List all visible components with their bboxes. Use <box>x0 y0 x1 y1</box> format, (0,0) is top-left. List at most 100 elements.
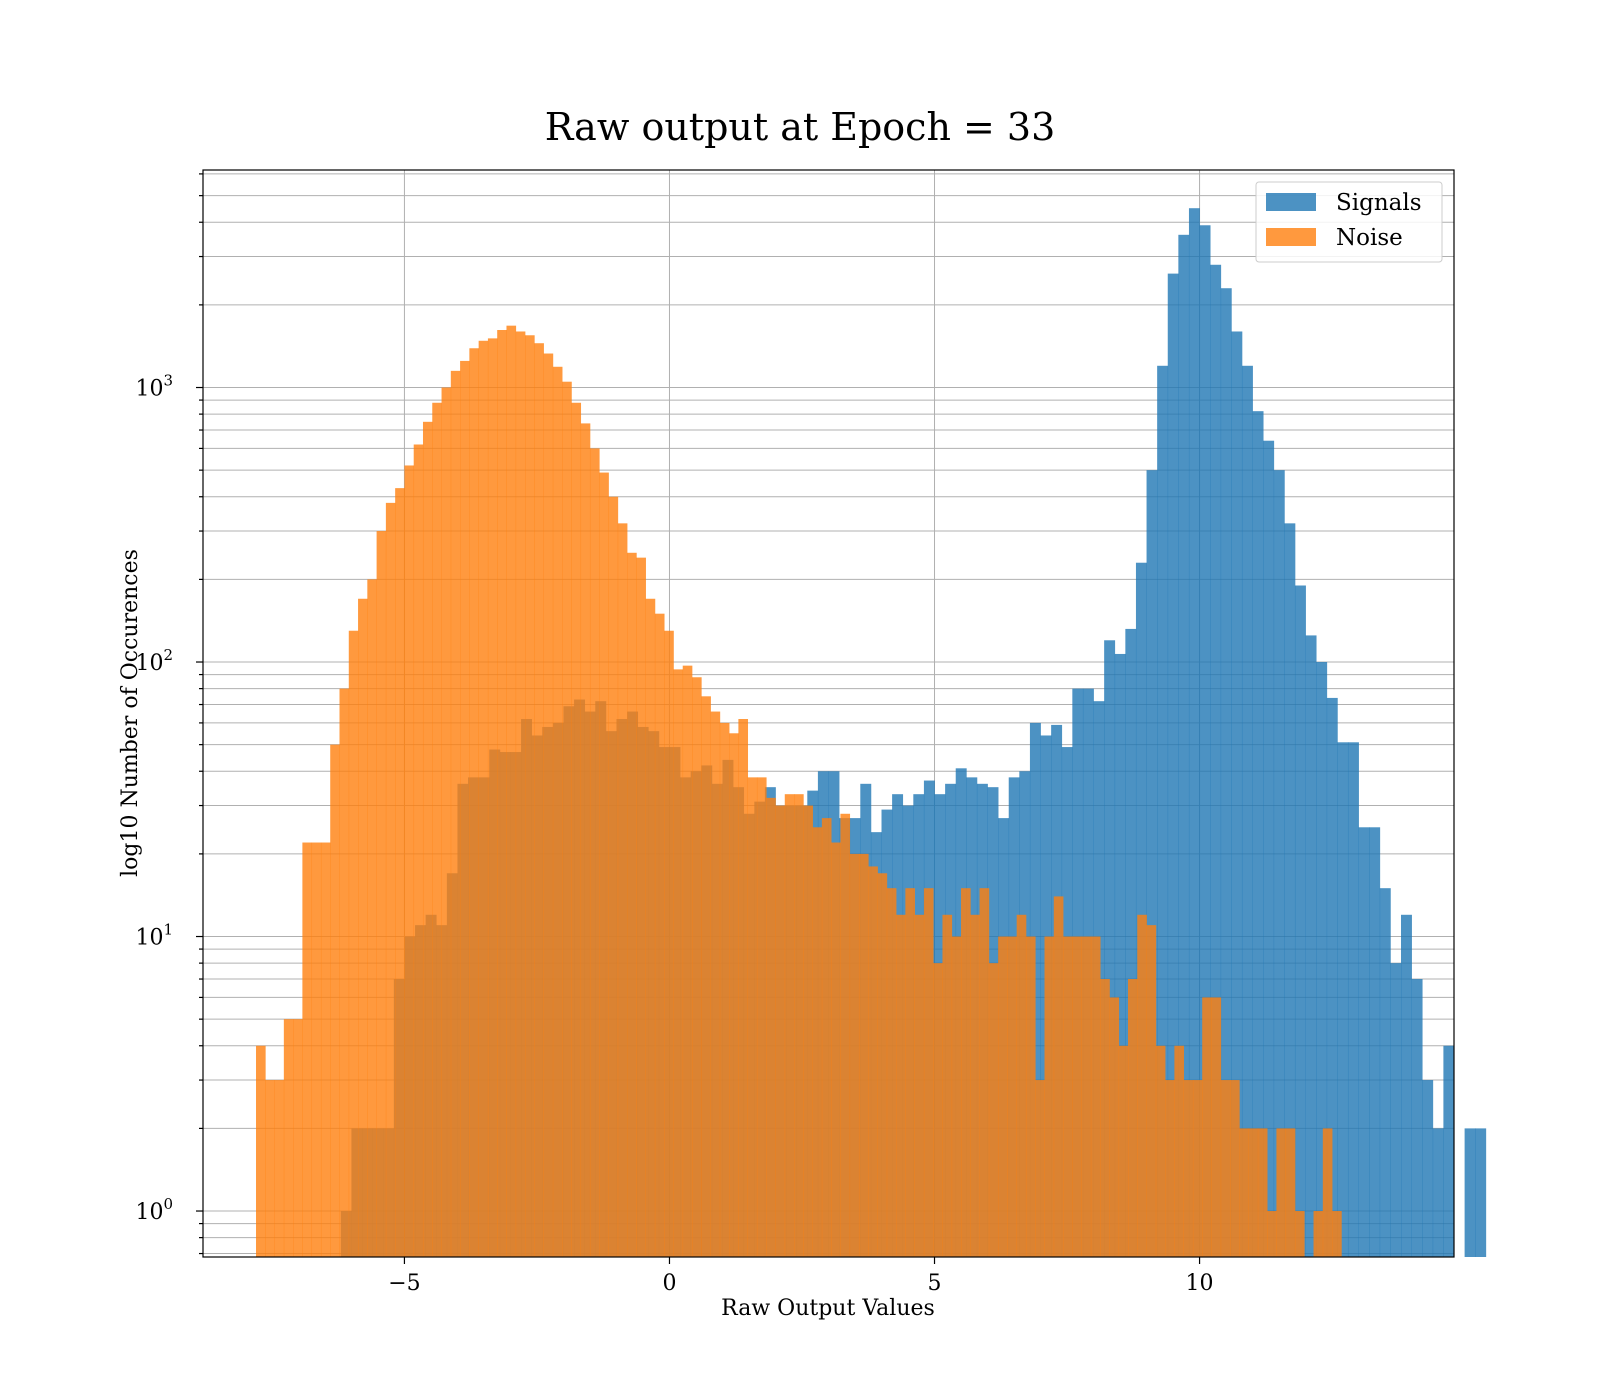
bar-noise <box>1230 1080 1240 1257</box>
bar-signals <box>1347 742 1359 1257</box>
bar-signals <box>1157 365 1169 1258</box>
x-tick-label: −5 <box>388 1271 420 1296</box>
bar-noise <box>450 370 461 1258</box>
bars <box>256 208 1487 1258</box>
bar-noise <box>320 842 331 1257</box>
bar-noise <box>645 598 656 1257</box>
bar-noise <box>979 888 990 1257</box>
bar-noise <box>385 502 396 1258</box>
bar-signals <box>1390 963 1402 1257</box>
bar-noise <box>1155 1045 1166 1257</box>
bar-noise <box>654 613 665 1257</box>
bar-signals <box>1358 827 1370 1257</box>
bar-noise <box>330 744 340 1257</box>
bar-noise <box>534 343 544 1257</box>
legend-label-noise: Noise <box>1336 225 1403 251</box>
bar-noise <box>1192 1080 1203 1257</box>
bar-noise <box>1322 1128 1333 1257</box>
bar-noise <box>896 914 906 1257</box>
bar-noise <box>664 630 674 1257</box>
bar-noise <box>599 472 609 1257</box>
bar-noise <box>1202 997 1212 1257</box>
bar-signals <box>1241 365 1253 1258</box>
bar-noise <box>784 794 795 1257</box>
y-axis-label: log10 Number of Occurences <box>118 549 143 877</box>
bar-noise <box>422 421 433 1257</box>
bar-noise <box>413 444 424 1258</box>
bar-noise <box>1090 936 1101 1257</box>
bar-noise <box>1174 1045 1185 1257</box>
bar-noise <box>998 936 1008 1257</box>
bar-noise <box>339 688 350 1257</box>
bar-noise <box>682 665 693 1257</box>
bar-signals <box>1273 470 1285 1258</box>
legend: Signals Noise <box>1255 181 1443 263</box>
bar-signals <box>1422 1080 1434 1257</box>
y-tick-label: 101 <box>135 921 173 951</box>
bar-signals <box>1104 640 1116 1257</box>
bar-signals <box>1125 628 1137 1257</box>
bar-noise <box>311 842 322 1257</box>
bar-noise <box>747 777 758 1257</box>
bar-signals <box>1316 662 1328 1257</box>
bar-signals <box>1284 523 1296 1257</box>
x-tick-label: 5 <box>928 1271 942 1296</box>
bar-signals <box>1379 888 1391 1257</box>
bar-noise <box>562 381 572 1258</box>
bar-noise <box>803 805 813 1257</box>
bar-noise <box>951 936 962 1257</box>
x-tick-label: 0 <box>662 1271 676 1296</box>
bar-noise <box>571 402 582 1257</box>
bar-noise <box>525 335 535 1257</box>
bar-noise <box>961 888 971 1257</box>
bar-noise <box>1248 1128 1259 1257</box>
bar-signals <box>1252 411 1264 1257</box>
y-tick-label: 100 <box>135 1195 173 1225</box>
bar-signals <box>1464 1128 1476 1257</box>
bar-noise <box>367 579 377 1257</box>
bar-noise <box>849 853 860 1257</box>
bar-noise <box>608 496 619 1257</box>
bar-noise <box>1118 1045 1129 1257</box>
bar-signals <box>1167 273 1179 1257</box>
bar-noise <box>905 888 915 1257</box>
bar-noise <box>1276 1128 1287 1257</box>
bar-noise <box>756 777 767 1257</box>
bar-noise <box>256 1045 266 1257</box>
bar-noise <box>877 873 888 1257</box>
bar-noise <box>1137 914 1147 1257</box>
chart-title: Raw output at Epoch = 33 <box>545 105 1056 149</box>
bar-noise <box>729 733 739 1257</box>
ticks: −5 0 5 10 100 101 102 103 <box>135 173 1214 1296</box>
bar-noise <box>766 797 776 1257</box>
bar-noise <box>580 423 591 1257</box>
bar-signals <box>1411 979 1423 1257</box>
bar-noise <box>942 914 953 1257</box>
bar-noise <box>858 853 869 1257</box>
bar-noise <box>1025 936 1036 1257</box>
bar-noise <box>821 818 832 1257</box>
bar-noise <box>1053 896 1064 1257</box>
bar-noise <box>914 914 925 1257</box>
x-tick-label: 10 <box>1186 1271 1214 1296</box>
bar-noise <box>1035 1080 1045 1257</box>
bar-noise <box>1127 979 1138 1257</box>
bar-noise <box>627 552 637 1257</box>
y-tick-label: 102 <box>135 646 173 676</box>
bar-noise <box>1313 1211 1324 1257</box>
bar-noise <box>719 722 730 1257</box>
bar-noise <box>589 448 600 1257</box>
legend-swatch-signals <box>1266 193 1316 211</box>
bar-noise <box>1257 1128 1268 1257</box>
bar-noise <box>348 630 359 1257</box>
bar-noise <box>831 842 841 1257</box>
bar-signals <box>1178 234 1190 1258</box>
bar-signals <box>1231 331 1243 1257</box>
bar-noise <box>506 325 517 1257</box>
bar-noise <box>775 805 786 1257</box>
bar-noise <box>487 338 498 1257</box>
bar-signals <box>1369 827 1381 1257</box>
bar-signals <box>1135 562 1147 1257</box>
bar-noise <box>812 827 823 1257</box>
